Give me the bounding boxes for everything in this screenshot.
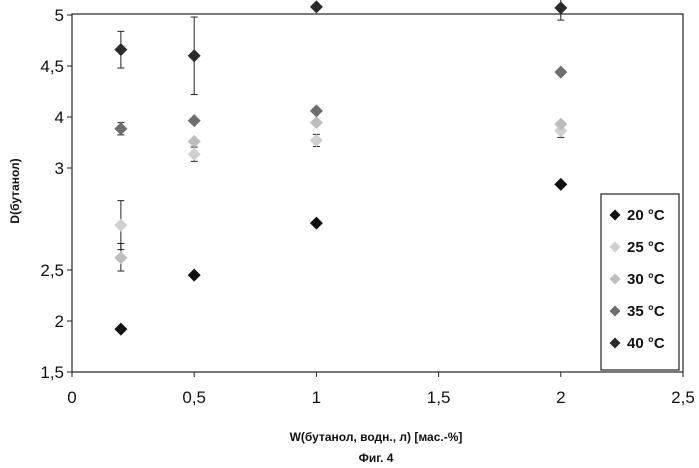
- figure-caption: Фиг. 4: [359, 451, 394, 465]
- data-point: [310, 0, 323, 13]
- legend-label: 25 °C: [627, 239, 665, 256]
- data-point: [114, 43, 127, 56]
- x-tick-label: 0: [67, 388, 76, 407]
- x-tick-label: 2: [556, 388, 565, 407]
- y-tick-label: 2: [55, 312, 64, 331]
- y-tick-label: 5: [55, 6, 64, 25]
- legend-label: 35 °C: [627, 303, 665, 320]
- x-tick-label: 1,5: [427, 388, 451, 407]
- data-point: [554, 178, 567, 191]
- data-point: [114, 219, 127, 232]
- data-point: [188, 148, 201, 161]
- plot-area-border: [72, 14, 683, 372]
- x-axis-ticks: 0 0,5 1 1,5 2 2,5: [67, 372, 695, 407]
- x-tick-label: 2,5: [671, 388, 695, 407]
- data-point: [188, 135, 201, 148]
- data-point: [188, 114, 201, 127]
- x-tick-label: 1: [312, 388, 321, 407]
- data-point: [554, 66, 567, 79]
- data-point: [310, 104, 323, 117]
- x-tick-label: 0,5: [182, 388, 206, 407]
- data-point: [310, 134, 323, 147]
- y-tick-label: 4,5: [40, 57, 64, 76]
- data-points: [114, 0, 567, 335]
- x-axis-title: W(бутанол, водн., л) [мас.-%]: [290, 430, 463, 444]
- data-point: [554, 118, 567, 131]
- plot-frame: [72, 14, 683, 372]
- data-point: [114, 251, 127, 264]
- y-tick-label: 2,5: [40, 261, 64, 280]
- y-axis-ticks: 1,5 2 2,5 3 4 4,5 5: [40, 6, 72, 382]
- y-axis-title: D(бутанол): [8, 158, 22, 223]
- data-point: [114, 323, 127, 336]
- legend-label: 40 °C: [627, 335, 665, 352]
- data-point: [554, 1, 567, 14]
- y-tick-label: 4: [55, 108, 64, 127]
- data-point: [188, 269, 201, 282]
- y-tick-label: 1,5: [40, 363, 64, 382]
- legend-label: 30 °C: [627, 271, 665, 288]
- data-point: [310, 116, 323, 129]
- legend: 20 °C 25 °C 30 °C 35 °C 40 °C: [601, 194, 679, 370]
- legend-label: 20 °C: [627, 207, 665, 224]
- data-point: [114, 122, 127, 135]
- error-bars: [117, 0, 564, 271]
- y-tick-label: 3: [55, 159, 64, 178]
- data-point: [310, 217, 323, 230]
- data-point: [188, 49, 201, 62]
